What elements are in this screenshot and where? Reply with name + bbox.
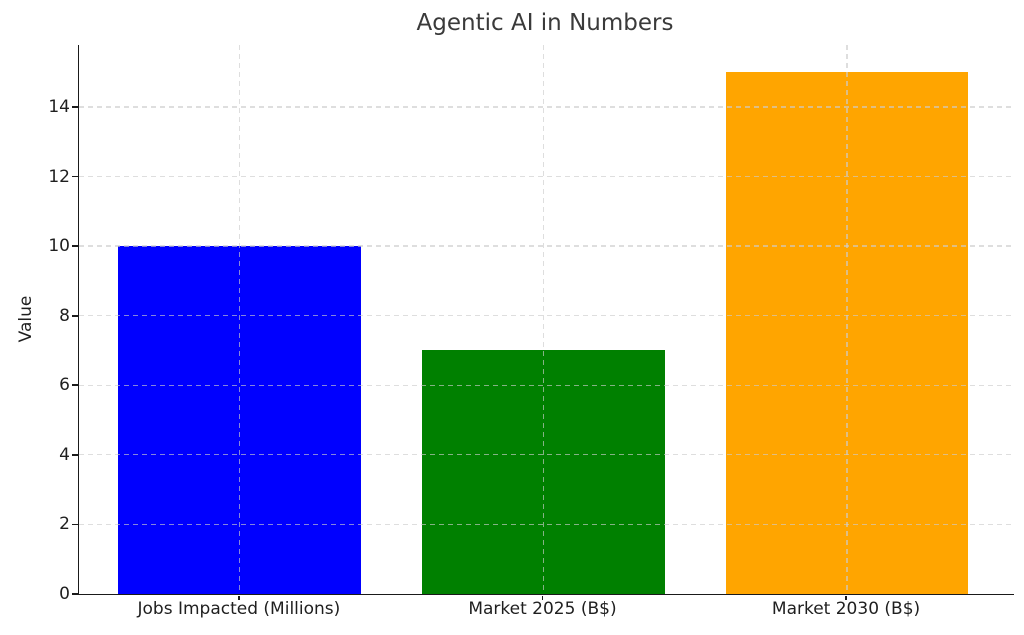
chart-title: Agentic AI in Numbers bbox=[416, 10, 674, 36]
y-tick-label: 8 bbox=[59, 305, 70, 326]
y-tick-label: 6 bbox=[59, 375, 70, 396]
x-tick-label: Jobs Impacted (Millions) bbox=[137, 599, 341, 619]
y-tick-label: 10 bbox=[48, 236, 70, 257]
x-tick-mark bbox=[845, 595, 847, 601]
y-tick-mark bbox=[72, 314, 78, 317]
x-tick-mark bbox=[541, 595, 544, 601]
y-tick-mark bbox=[72, 384, 78, 387]
y-tick-label: 12 bbox=[48, 166, 70, 187]
y-tick-label: 14 bbox=[48, 96, 70, 117]
bars-layer bbox=[79, 45, 1014, 594]
y-tick-mark bbox=[72, 175, 78, 178]
y-tick-label: 0 bbox=[59, 584, 70, 604]
y-tick-mark bbox=[72, 523, 78, 526]
x-tick-mark bbox=[237, 595, 240, 601]
bar-market-2030-b bbox=[725, 72, 969, 594]
x-tick-label: Market 2030 (B$) bbox=[771, 599, 921, 619]
y-tick-mark bbox=[72, 593, 78, 595]
bar-market-2025-b bbox=[422, 350, 665, 594]
y-tick-mark bbox=[72, 245, 78, 247]
plot-area bbox=[78, 45, 1014, 595]
y-tick-label: 4 bbox=[59, 444, 70, 465]
y-tick-mark bbox=[72, 453, 78, 456]
y-tick-mark bbox=[72, 106, 78, 108]
bar-jobs-impacted-millions bbox=[118, 246, 362, 594]
y-tick-label: 2 bbox=[59, 514, 70, 535]
x-tick-label: Market 2025 (B$) bbox=[468, 599, 617, 619]
